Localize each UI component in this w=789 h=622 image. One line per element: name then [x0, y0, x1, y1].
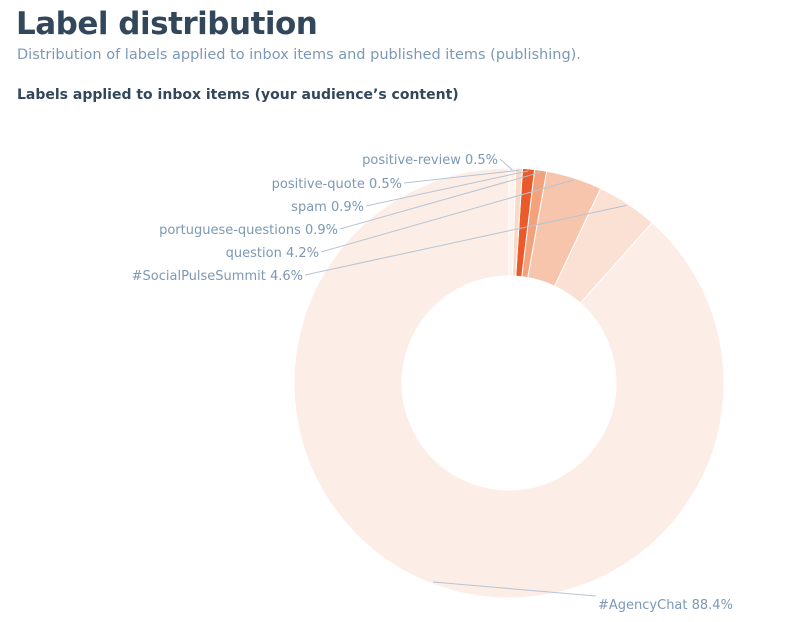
leader-line-question	[320, 179, 574, 253]
slice-label-socialpulsesummit: #SocialPulseSummit 4.6%	[132, 269, 303, 284]
slice-label-positive-review: positive-review 0.5%	[362, 153, 498, 168]
leader-line-agencychat	[433, 581, 597, 597]
page-title: Label distribution	[16, 6, 318, 42]
leader-line-positive-quote	[403, 169, 520, 184]
slice-label-question: question 4.2%	[226, 246, 319, 261]
leader-line-spam	[365, 170, 529, 207]
section-title: Labels applied to inbox items (your audi…	[17, 87, 459, 103]
slice-labels: #AgencyChat 88.4% #SocialPulseSummit 4.6%…	[132, 153, 733, 613]
slice-label-agencychat: #AgencyChat 88.4%	[598, 598, 733, 613]
slice-agencychat	[293, 167, 725, 599]
donut-slices	[293, 167, 725, 599]
leader-line-portuguese-questions	[339, 171, 541, 230]
slice-positive-review	[508, 167, 517, 277]
page-subtitle: Distribution of labels applied to inbox …	[17, 47, 581, 63]
leader-line-positive-review	[499, 158, 513, 171]
slice-label-spam: spam 0.9%	[291, 200, 364, 215]
leader-lines	[304, 158, 627, 597]
slice-label-portuguese-questions: portuguese-questions 0.9%	[159, 223, 338, 238]
leader-line-socialpulsesummit	[304, 204, 627, 276]
slice-label-positive-quote: positive-quote 0.5%	[272, 177, 402, 192]
